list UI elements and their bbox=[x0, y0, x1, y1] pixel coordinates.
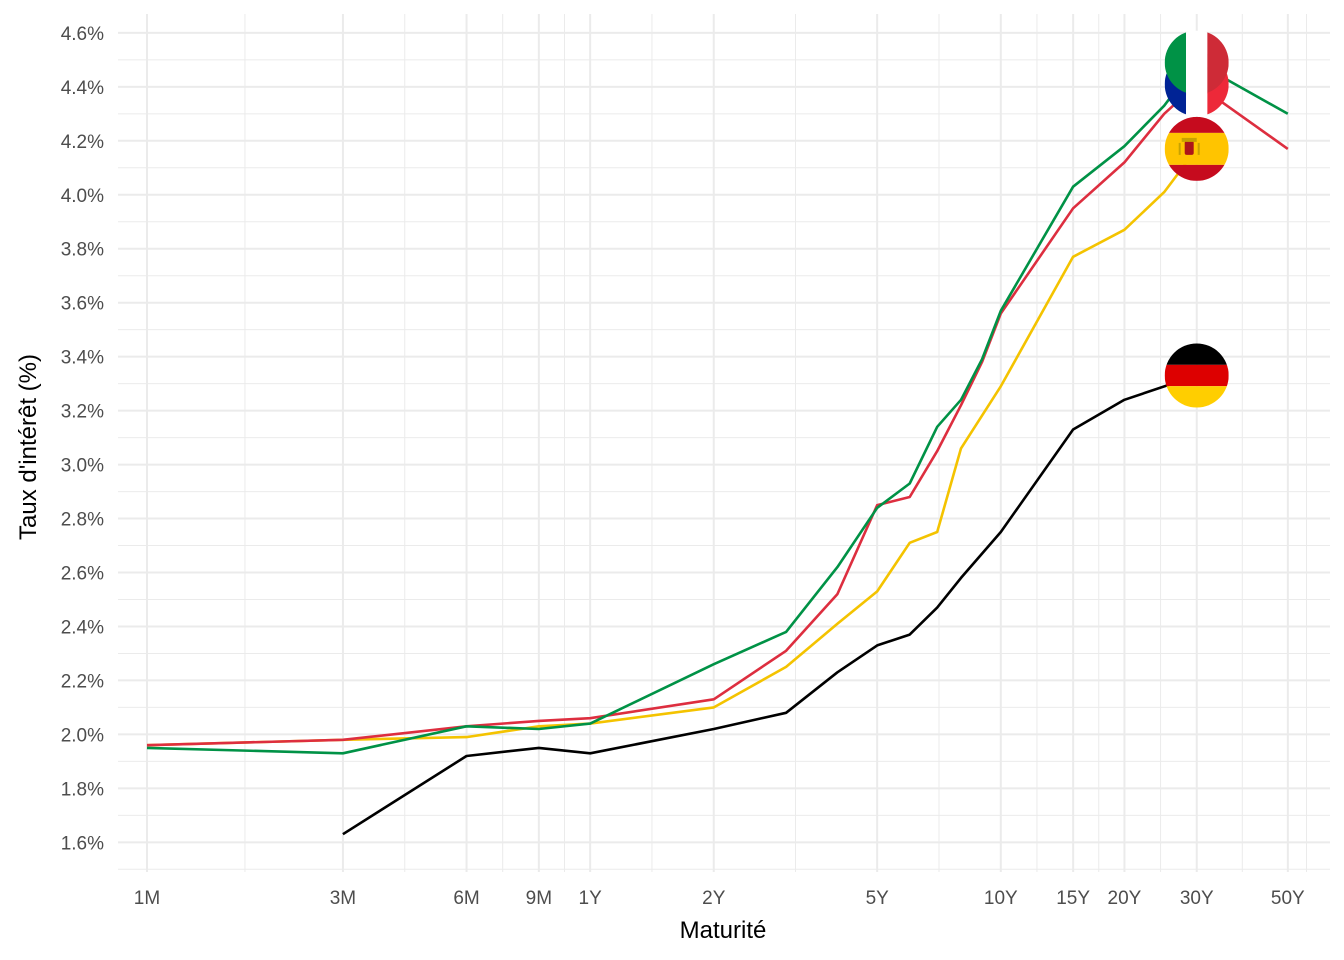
x-tick-label: 15Y bbox=[1056, 888, 1090, 909]
italy-flag-icon bbox=[1164, 30, 1229, 95]
series-line-italy bbox=[146, 61, 1289, 755]
x-tick-label: 1Y bbox=[579, 888, 603, 909]
y-tick-label: 2.4% bbox=[61, 617, 104, 638]
series-line-spain bbox=[146, 148, 1198, 747]
x-tick-label: 1M bbox=[134, 888, 160, 909]
x-tick-label: 6M bbox=[453, 888, 479, 909]
y-tick-label: 2.2% bbox=[61, 671, 104, 692]
y-tick-label: 4.6% bbox=[61, 24, 104, 45]
y-axis-title: Taux d'intérêt (%) bbox=[15, 354, 42, 540]
y-tick-label: 3.2% bbox=[61, 402, 104, 423]
spain-flag-icon bbox=[1164, 116, 1229, 181]
y-tick-label: 4.4% bbox=[61, 78, 104, 99]
x-tick-label: 30Y bbox=[1180, 888, 1214, 909]
y-tick-label: 3.4% bbox=[61, 348, 104, 369]
y-tick-label: 3.0% bbox=[61, 456, 104, 477]
x-tick-label: 9M bbox=[526, 888, 552, 909]
x-axis-tick-labels: 1M 3M 6M 9M 1Y 2Y 5Y 10Y 15Y 20Y 30Y 50Y bbox=[134, 888, 1305, 909]
y-tick-label: 1.8% bbox=[61, 779, 104, 800]
x-tick-label: 10Y bbox=[984, 888, 1018, 909]
y-tick-label: 3.8% bbox=[61, 240, 104, 261]
x-tick-label: 20Y bbox=[1108, 888, 1142, 909]
y-tick-label: 1.6% bbox=[61, 833, 104, 854]
x-tick-label: 5Y bbox=[866, 888, 890, 909]
y-axis-tick-labels: 1.6% 1.8% 2.0% 2.2% 2.4% 2.6% 2.8% 3.0% 3.2% 3.4%… bbox=[61, 24, 104, 854]
y-tick-label: 2.8% bbox=[61, 510, 104, 531]
germany-flag-icon bbox=[1164, 343, 1229, 408]
y-tick-label: 4.0% bbox=[61, 186, 104, 207]
series-line-germany bbox=[342, 374, 1198, 836]
major-grid bbox=[118, 14, 1330, 872]
x-tick-label: 3M bbox=[330, 888, 356, 909]
minor-grid bbox=[118, 14, 1330, 872]
y-tick-label: 2.0% bbox=[61, 725, 104, 746]
series-line-france bbox=[146, 82, 1289, 747]
series-lines bbox=[146, 61, 1289, 836]
x-axis-title: Maturité bbox=[680, 917, 767, 944]
y-tick-label: 3.6% bbox=[61, 294, 104, 315]
flag-markers bbox=[1164, 30, 1229, 408]
y-tick-label: 4.2% bbox=[61, 132, 104, 153]
y-tick-label: 2.6% bbox=[61, 564, 104, 585]
x-tick-label: 2Y bbox=[702, 888, 726, 909]
x-tick-label: 50Y bbox=[1271, 888, 1305, 909]
